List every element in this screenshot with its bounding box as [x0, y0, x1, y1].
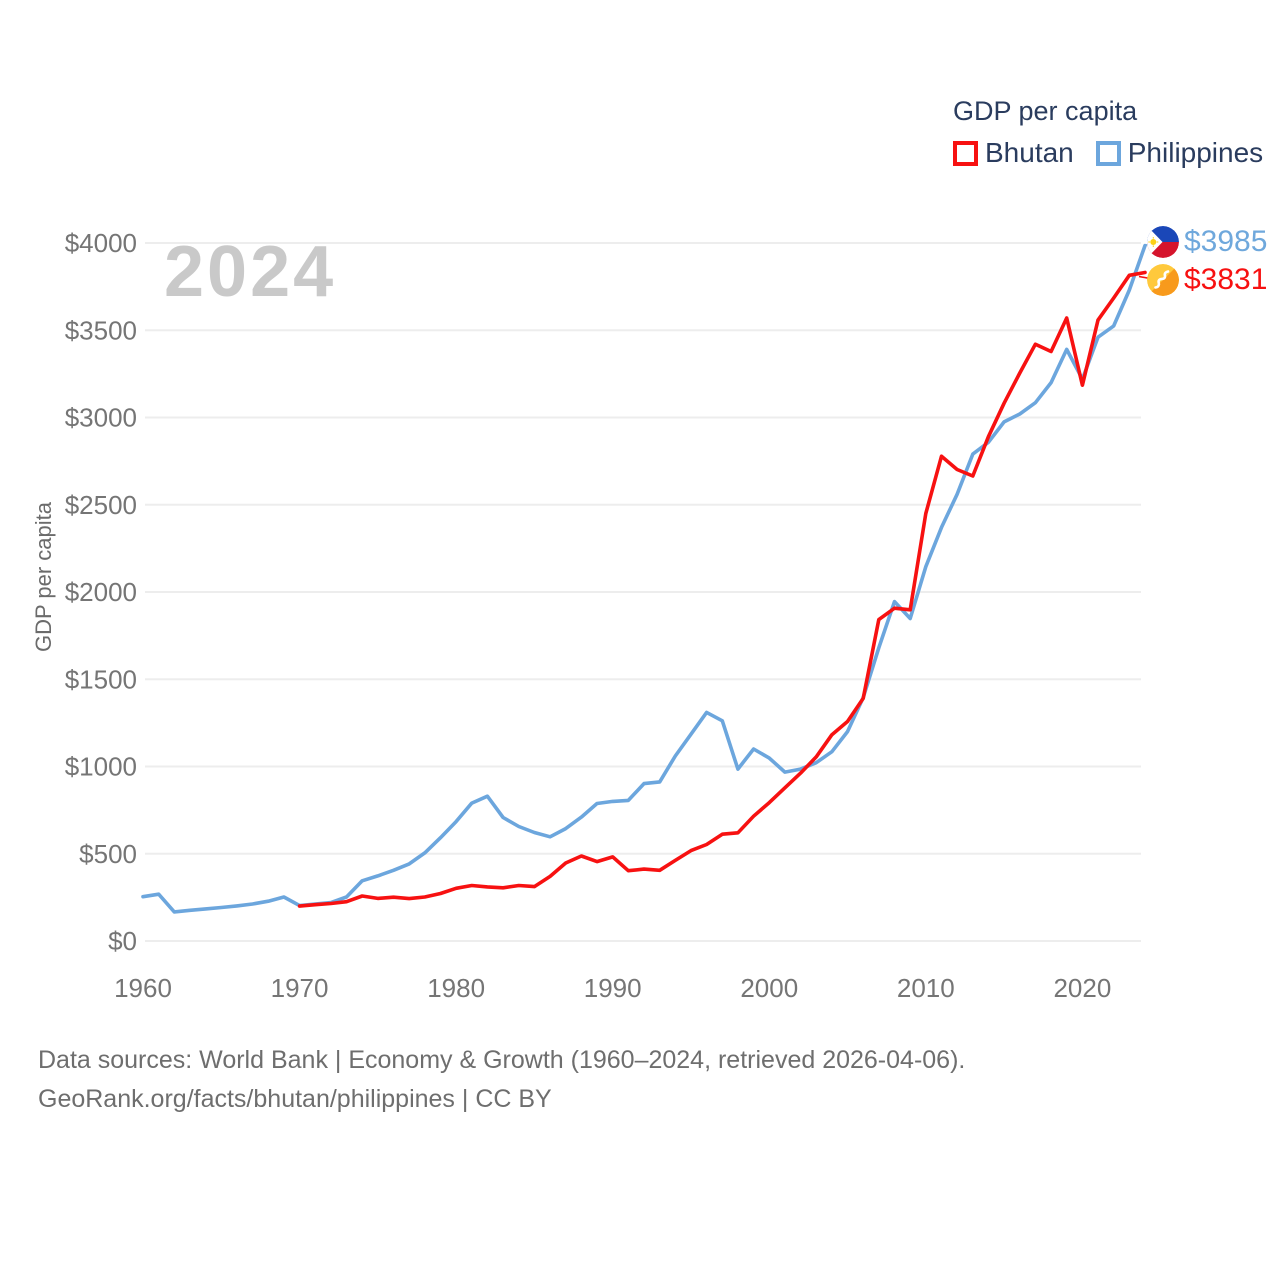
bhutan-flag-icon [1147, 264, 1179, 296]
y-axis-title: GDP per capita [31, 501, 56, 653]
bhutan-swatch-icon [953, 140, 978, 166]
y-tick-label: $2000 [65, 577, 137, 607]
y-tick-label: $4000 [65, 228, 137, 258]
x-tick-label: 2020 [1053, 973, 1111, 1003]
philippines-end-value: $3985 [1184, 225, 1268, 258]
philippines-line [141, 243, 1147, 914]
x-tick-label: 2010 [897, 973, 955, 1003]
year-watermark: 2024 [164, 232, 337, 312]
philippines-end-label: $3985 [1147, 226, 1267, 258]
data-sources-line: Data sources: World Bank | Economy & Gro… [38, 1046, 966, 1074]
x-tick-label: 1980 [427, 973, 485, 1003]
y-tick-label: $3000 [65, 403, 137, 433]
legend-title: GDP per capita [953, 96, 1138, 126]
y-tick-label: $2500 [65, 490, 137, 520]
y-tick-label: $3500 [65, 315, 137, 345]
legend-label-philippines: Philippines [1127, 137, 1264, 168]
legend-item-bhutan[interactable]: Bhutan [953, 137, 1074, 169]
x-tick-label: 2000 [740, 973, 798, 1003]
philippines-flag-icon [1147, 226, 1179, 258]
bhutan-end-label: $3831 [1147, 264, 1267, 296]
attribution-footer: Data sources: World Bank | Economy & Gro… [38, 1041, 965, 1119]
bhutan-line [297, 270, 1147, 908]
georank-url-line: GeoRank.org/facts/bhutan/philippines | C… [38, 1085, 552, 1113]
x-tick-label: 1990 [584, 973, 642, 1003]
x-tick-label: 1960 [114, 973, 172, 1003]
chart-legend: GDP per capita Bhutan Philippines [953, 94, 1263, 169]
x-tick-label: 1970 [271, 973, 329, 1003]
y-tick-label: $1500 [65, 664, 137, 694]
legend-rows: Bhutan Philippines [953, 137, 1263, 169]
y-tick-label: $0 [108, 926, 137, 956]
philippines-swatch-icon [1095, 140, 1121, 166]
legend-item-philippines[interactable]: Philippines [1095, 137, 1264, 169]
y-tick-label: $1000 [65, 752, 137, 782]
legend-label-bhutan: Bhutan [985, 137, 1074, 168]
y-tick-label: $500 [79, 839, 137, 869]
bhutan-end-value: $3831 [1184, 263, 1268, 296]
